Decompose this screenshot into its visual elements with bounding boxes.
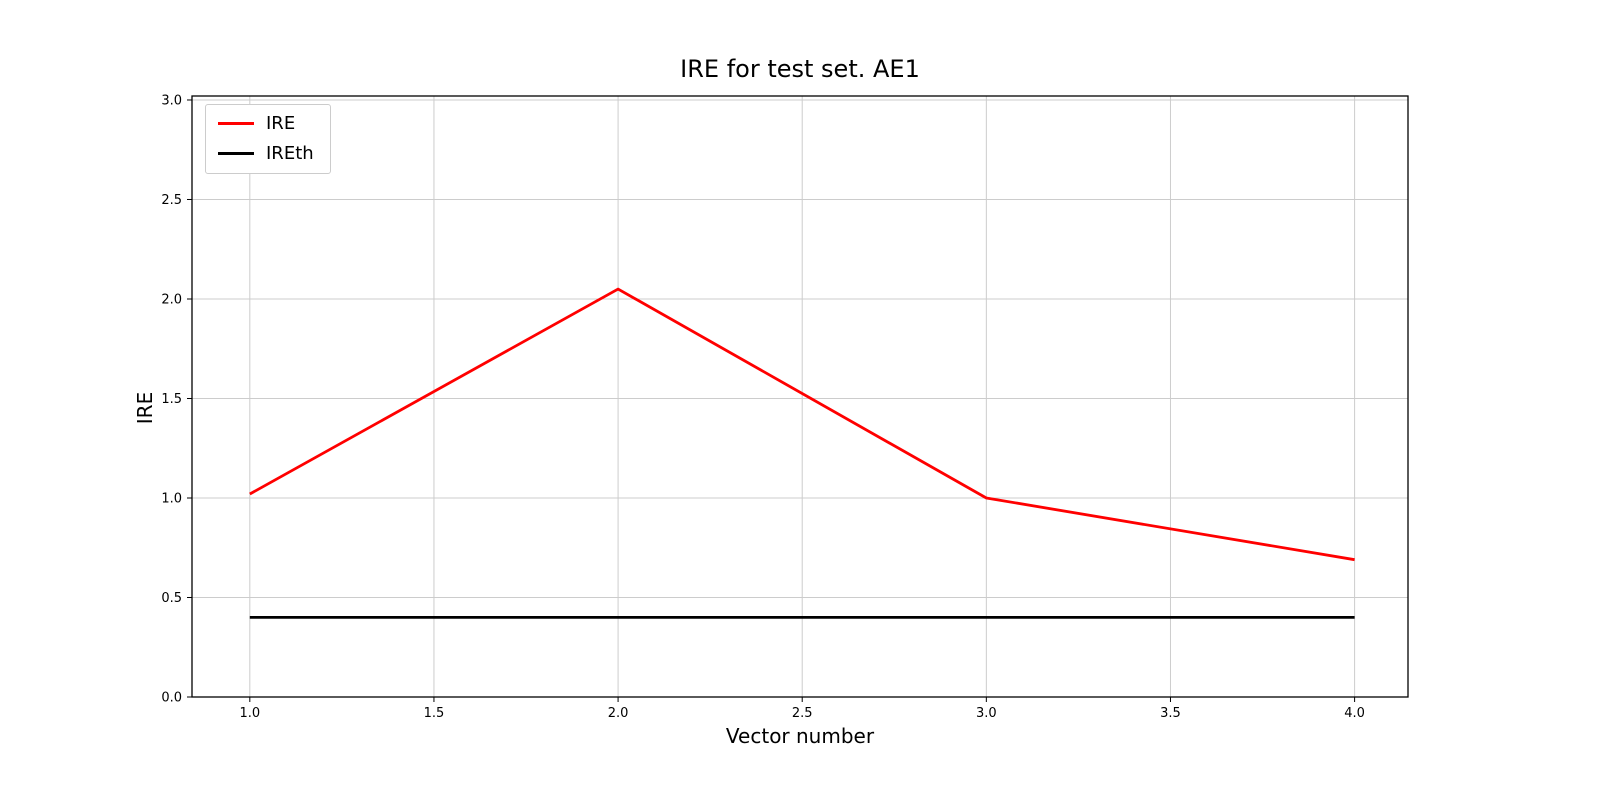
x-tick-label: 3.5 <box>1160 706 1181 721</box>
x-tick-label: 1.5 <box>424 706 445 721</box>
chart-title: IRE for test set. AE1 <box>680 55 920 83</box>
legend-entry-ire: IRE <box>218 114 314 134</box>
y-tick-label: 1.0 <box>161 491 182 506</box>
legend-entry-ireth: IREth <box>218 142 314 164</box>
y-tick-label: 2.0 <box>161 292 182 307</box>
y-tick-label: 3.0 <box>161 93 182 108</box>
x-axis-label: Vector number <box>725 724 875 748</box>
y-tick-label: 1.5 <box>161 392 182 407</box>
legend-label-ireth: IREth <box>266 142 314 164</box>
legend: IRE IREth <box>205 104 331 174</box>
axes-frame <box>191 95 1409 698</box>
y-tick-label: 0.0 <box>161 691 182 706</box>
x-tick-label: 1.0 <box>239 706 260 721</box>
x-tick-label: 4.0 <box>1344 706 1365 721</box>
x-tick-label: 3.0 <box>976 706 997 721</box>
legend-line-sample-ireth <box>218 152 254 156</box>
y-tick-label: 2.5 <box>161 193 182 208</box>
x-tick-label: 2.0 <box>608 706 629 721</box>
y-tick-label: 0.5 <box>161 591 182 606</box>
x-tick-label: 2.5 <box>792 706 813 721</box>
legend-line-sample-ire <box>218 122 254 126</box>
series-line-ire <box>249 287 1355 562</box>
legend-label-ire: IRE <box>266 113 296 134</box>
